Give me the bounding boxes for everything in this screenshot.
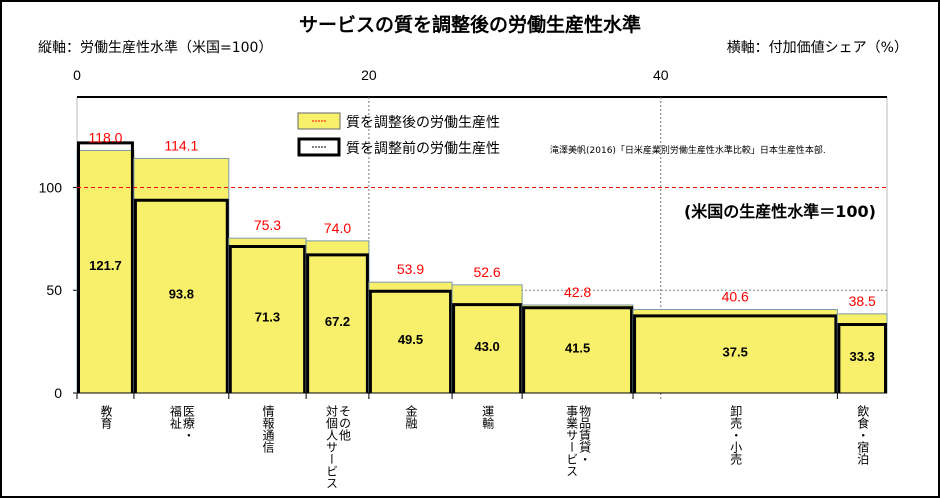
category-label: 運輸 — [480, 405, 495, 429]
y-tick-label: 0 — [54, 385, 62, 401]
data-label-before: 41.5 — [565, 340, 590, 355]
data-label-before: 33.3 — [850, 349, 875, 364]
data-label-adjusted: 42.8 — [564, 284, 591, 300]
bar-adjusted — [305, 240, 370, 394]
category-label: 物品賃貸・ 事業サービス — [564, 405, 592, 477]
bar-before-outline — [368, 289, 453, 393]
data-label-before: 49.5 — [398, 332, 423, 347]
legend-label-adjusted: 質を調整後の労働生産性 — [346, 115, 500, 131]
bar-before-outline — [452, 303, 523, 393]
x-tick-label: 40 — [653, 67, 669, 83]
data-label-adjusted: 75.3 — [254, 217, 281, 233]
y-tick-label: 100 — [39, 179, 63, 195]
bar-adjusted — [632, 309, 838, 394]
source-note: 滝澤美帆(2016)「日米産業別労働生産性水準比較」日本生産性本部. — [550, 144, 826, 156]
legend-label-before: 質を調整前の労働生産性 — [346, 140, 500, 157]
bar-adjusted — [836, 313, 888, 394]
data-label-adjusted: 38.5 — [849, 293, 876, 309]
bar-adjusted — [368, 281, 453, 394]
bar-before-outline — [133, 198, 229, 393]
data-label-adjusted: 40.6 — [722, 289, 749, 305]
x-tick-label: 20 — [361, 67, 377, 83]
data-label-adjusted: 114.1 — [164, 137, 198, 153]
category-label: 金融 — [403, 405, 418, 429]
reference-line-label: (米国の生産性水準＝100) — [684, 202, 876, 221]
data-label-before: 67.2 — [325, 314, 350, 329]
category-label: 教育 — [98, 405, 113, 429]
y-tick-label: 50 — [46, 282, 62, 298]
category-label: その他 対個人サービス — [324, 405, 352, 489]
x-tick-label: 0 — [73, 67, 81, 83]
data-label-adjusted: 74.0 — [324, 220, 351, 236]
bar-before-outline — [306, 253, 369, 393]
bar-adjusted — [228, 237, 307, 394]
data-label-before: 121.7 — [89, 258, 122, 273]
data-label-adjusted: 52.6 — [473, 264, 500, 280]
bar-before-outline — [228, 244, 307, 393]
bar-adjusted — [451, 284, 523, 394]
bar-before-outline — [522, 306, 634, 393]
chart-title: サービスの質を調整後の労働生産性水準 — [298, 14, 641, 36]
data-label-before: 37.5 — [723, 344, 748, 359]
category-label: 飲食・宿泊 — [855, 405, 870, 465]
data-label-before: 93.8 — [169, 287, 194, 302]
data-label-before: 71.3 — [255, 310, 280, 325]
category-label: 情報通信 — [260, 405, 275, 453]
data-label-adjusted: 53.9 — [397, 261, 424, 277]
category-label: 卸売・小売 — [728, 405, 743, 465]
x-axis-label: 横軸：付加価値シェア（%） — [726, 40, 908, 56]
bar-before-outline — [633, 314, 838, 393]
y-axis-label: 縦軸：労働生産性水準（米国=100） — [38, 40, 273, 56]
category-label: 医療・ 福祉 — [168, 405, 196, 441]
bar-before-outline — [837, 323, 887, 393]
bar-adjusted — [133, 157, 230, 394]
bar-before-outline — [77, 141, 134, 393]
data-label-before: 43.0 — [474, 339, 499, 354]
data-label-adjusted: 118.0 — [88, 129, 122, 145]
